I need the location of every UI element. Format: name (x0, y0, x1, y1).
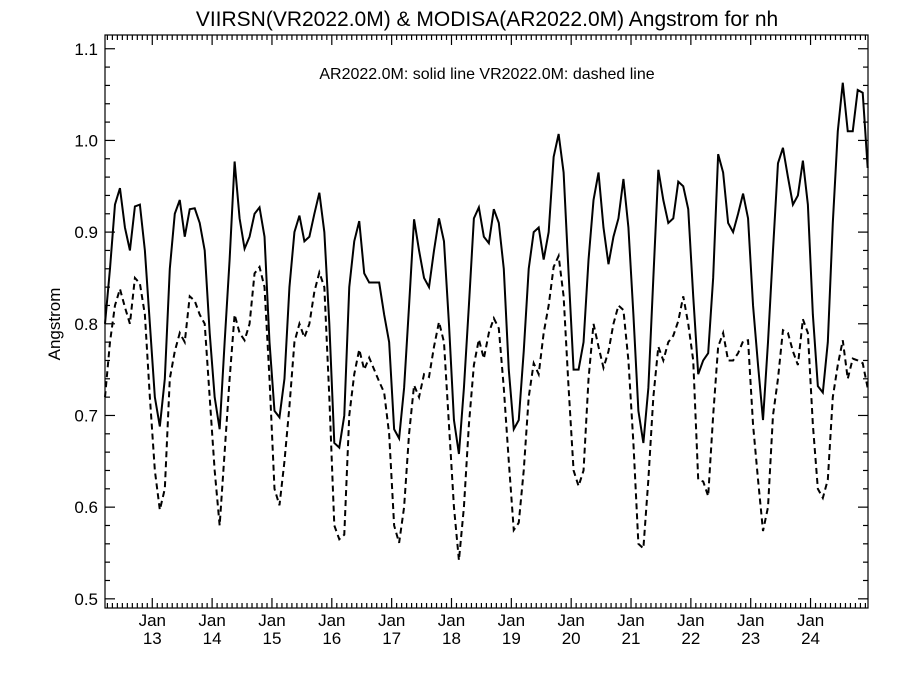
y-tick-label: 0.7 (74, 406, 98, 425)
x-tick-year: 15 (263, 629, 282, 648)
x-tick-year: 13 (143, 629, 162, 648)
y-tick-label: 0.5 (74, 590, 98, 609)
x-tick-year: 22 (681, 629, 700, 648)
line-style-legend: AR2022.0M: solid line VR2022.0M: dashed … (319, 66, 654, 83)
x-tick-month: Jan (498, 611, 525, 630)
x-tick-month: Jan (139, 611, 166, 630)
x-tick-month: Jan (737, 611, 764, 630)
series-layer (104, 82, 869, 561)
x-tick-year: 17 (382, 629, 401, 648)
x-tick-month: Jan (617, 611, 644, 630)
chart-title: VIIRSN(VR2022.0M) & MODISA(AR2022.0M) An… (196, 8, 778, 31)
x-tick-year: 14 (203, 629, 222, 648)
x-tick-month: Jan (198, 611, 225, 630)
x-tick-year: 18 (442, 629, 461, 648)
series-line-solid (104, 82, 869, 455)
x-tick-month: Jan (677, 611, 704, 630)
series-line-dashed (104, 252, 869, 561)
x-axis-ticks: Jan13Jan14Jan15Jan16Jan17Jan18Jan19Jan20… (106, 35, 867, 648)
y-tick-label: 1.1 (74, 40, 98, 59)
y-axis-label: Angstrom (45, 288, 64, 361)
y-axis-ticks: 0.5 0.6 0.7 0.8 0.9 1.0 1.1 (74, 40, 868, 609)
x-tick-month: Jan (438, 611, 465, 630)
x-tick-year: 21 (622, 629, 641, 648)
x-tick-year: 23 (741, 629, 760, 648)
x-tick-month: Jan (258, 611, 285, 630)
y-tick-label: 0.8 (74, 315, 98, 334)
y-tick-label: 0.9 (74, 223, 98, 242)
x-tick-month: Jan (557, 611, 584, 630)
x-tick-month: Jan (378, 611, 405, 630)
x-tick-month: Jan (318, 611, 345, 630)
x-tick-year: 19 (502, 629, 521, 648)
x-tick-year: 24 (801, 629, 820, 648)
x-tick-month: Jan (797, 611, 824, 630)
y-tick-label: 0.6 (74, 498, 98, 517)
y-tick-label: 1.0 (74, 131, 98, 150)
x-tick-year: 20 (562, 629, 581, 648)
x-tick-year: 16 (322, 629, 341, 648)
